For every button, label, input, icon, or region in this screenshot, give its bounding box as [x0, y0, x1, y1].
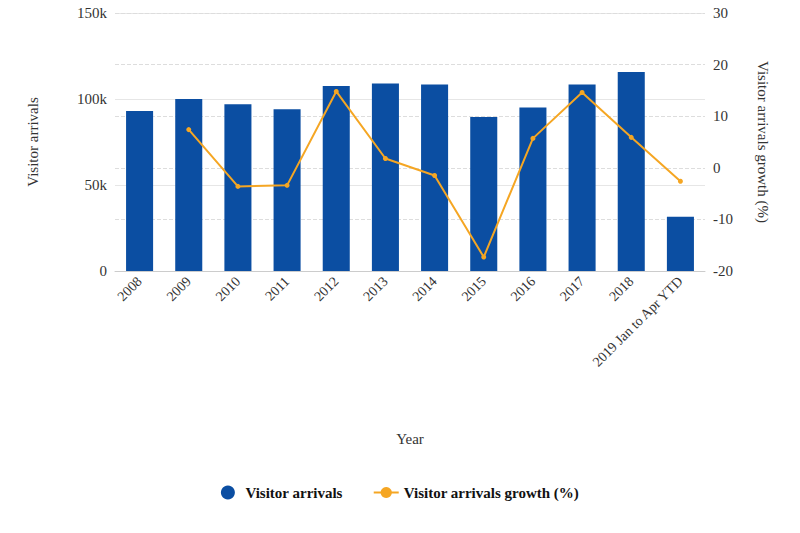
- svg-text:20: 20: [713, 57, 728, 73]
- svg-text:2013: 2013: [360, 274, 390, 304]
- svg-text:2018: 2018: [606, 274, 636, 304]
- svg-text:Visitor arrivals: Visitor arrivals: [25, 97, 41, 187]
- svg-text:2011: 2011: [262, 274, 292, 304]
- svg-text:2008: 2008: [115, 274, 145, 304]
- svg-text:2014: 2014: [410, 274, 440, 304]
- svg-text:2012: 2012: [311, 274, 341, 304]
- svg-text:-20: -20: [713, 263, 733, 279]
- svg-text:2009: 2009: [164, 274, 194, 304]
- svg-text:Visitor arrivals growth (%): Visitor arrivals growth (%): [404, 485, 579, 502]
- svg-text:Visitor arrivals growth (%): Visitor arrivals growth (%): [754, 61, 771, 223]
- svg-text:2016: 2016: [508, 274, 538, 304]
- svg-text:Visitor arrivals: Visitor arrivals: [245, 485, 342, 501]
- svg-text:2019 Jan to Apr YTD: 2019 Jan to Apr YTD: [590, 274, 686, 370]
- svg-text:-10: -10: [713, 211, 733, 227]
- svg-text:Year: Year: [396, 431, 424, 447]
- svg-text:50k: 50k: [85, 177, 108, 193]
- svg-text:100k: 100k: [77, 91, 108, 107]
- svg-text:10: 10: [713, 108, 728, 124]
- svg-text:0: 0: [713, 160, 721, 176]
- svg-text:0: 0: [100, 263, 108, 279]
- svg-text:150k: 150k: [77, 5, 108, 21]
- svg-text:2017: 2017: [557, 274, 587, 304]
- svg-text:2010: 2010: [213, 274, 243, 304]
- svg-text:30: 30: [713, 5, 728, 21]
- svg-text:2015: 2015: [459, 274, 489, 304]
